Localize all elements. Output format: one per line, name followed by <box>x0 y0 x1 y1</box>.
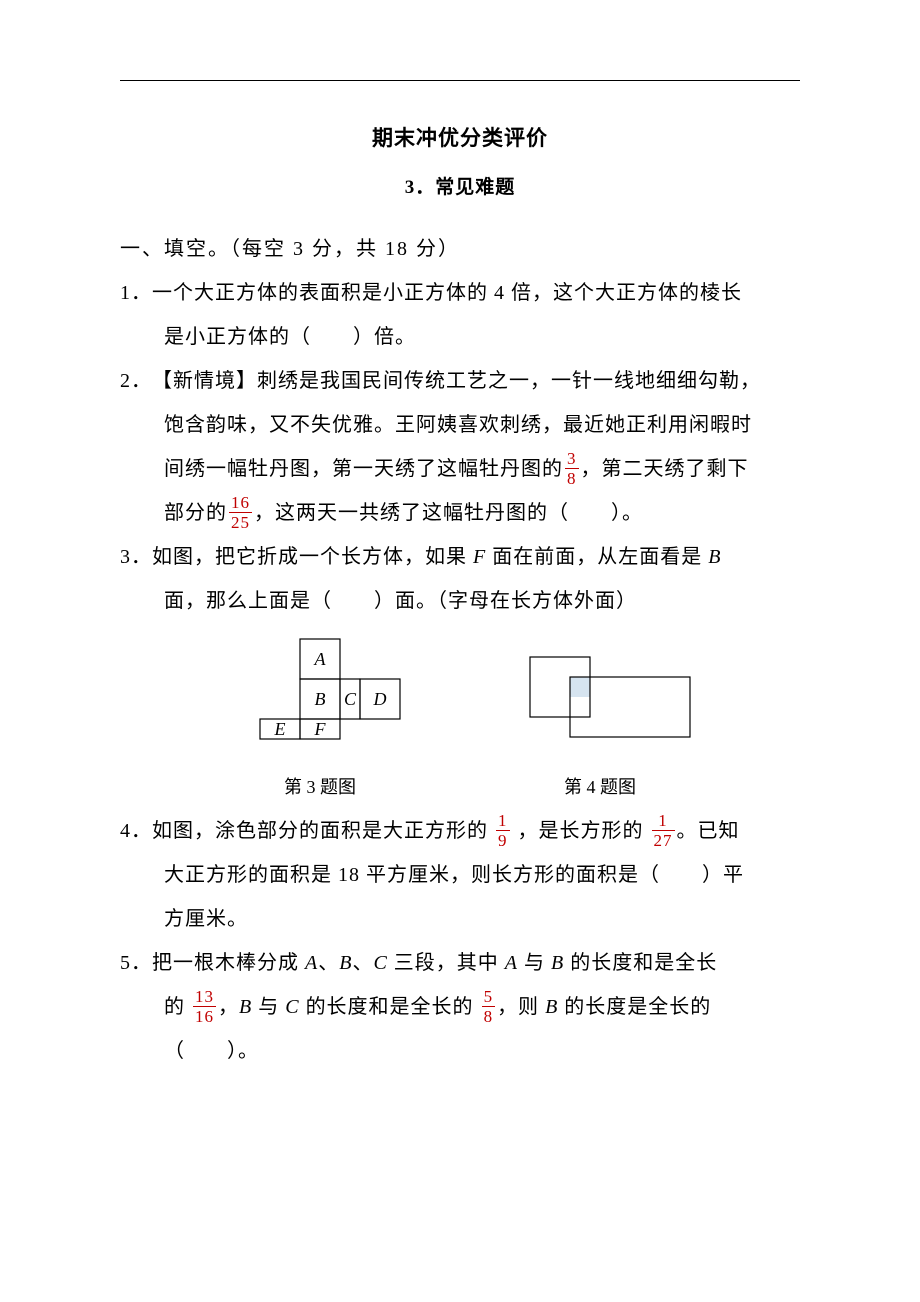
q5-line2-pre: 的 <box>164 996 191 1018</box>
q2-line3-pre: 间绣一幅牡丹图，第一天绣了这幅牡丹图的 <box>164 458 563 480</box>
q2-line4-pre: 部分的 <box>164 502 227 524</box>
q5-number: 5． <box>120 941 152 985</box>
question-3: 3．如图，把它折成一个长方体，如果 F 面在前面，从左面看是 B 面，那么上面是… <box>120 535 800 623</box>
q2-line4-post: ，这两天一共绣了这幅牡丹图的（ ）。 <box>254 502 643 524</box>
fraction-5-8: 58 <box>482 988 496 1025</box>
frac-den: 8 <box>482 1007 496 1025</box>
q3-line2: 面，那么上面是（ ）面。（字母在长方体外面） <box>120 579 800 623</box>
q5-B4: B <box>545 996 558 1018</box>
q5-line2-post: ，则 <box>497 996 545 1018</box>
page: 期末冲优分类评价 3．常见难题 一、填空。（每空 3 分，共 18 分） 1．一… <box>0 0 920 1302</box>
q4-line1-mid: ，是长方形的 <box>512 820 650 842</box>
section-heading: 一、填空。（每空 3 分，共 18 分） <box>120 227 800 271</box>
q2-line3: 间绣一幅牡丹图，第一天绣了这幅牡丹图的38，第二天绣了剩下 <box>120 447 800 491</box>
fraction-3-8: 38 <box>565 450 579 487</box>
figure-4-svg <box>500 637 700 767</box>
figure-3-svg: A B C D E F <box>220 637 420 767</box>
figure-3: A B C D E F 第 3 题图 <box>220 637 420 799</box>
question-5: 5．把一根木棒分成 A、B、C 三段，其中 A 与 B 的长度和是全长 的 13… <box>120 941 800 1073</box>
q2-number: 2． <box>120 359 152 403</box>
q4-line1-pre: 如图，涂色部分的面积是大正方形的 <box>152 820 494 842</box>
net-label-A: A <box>314 649 327 669</box>
q5-line1-post: 的长度和是全长 <box>564 952 717 974</box>
q5-line2-mid2: 与 <box>252 996 285 1018</box>
q4-line3: 方厘米。 <box>120 897 800 941</box>
question-1: 1．一个大正方体的表面积是小正方体的 4 倍，这个大正方体的棱长 是小正方体的（… <box>120 271 800 359</box>
q5-A2: A <box>505 952 518 974</box>
q5-line3: （ ）。 <box>120 1029 800 1073</box>
q2-line3-post: ，第二天绣了剩下 <box>581 458 749 480</box>
fraction-16-25: 1625 <box>229 494 252 531</box>
fraction-1-9: 19 <box>496 812 510 849</box>
q3-line1-pre: 如图，把它折成一个长方体，如果 <box>152 546 473 568</box>
q2-line1: 【新情境】刺绣是我国民间传统工艺之一，一针一线地细细勾勒， <box>152 370 761 392</box>
fraction-1-27: 127 <box>652 812 675 849</box>
q4-line1-post: 。已知 <box>677 820 740 842</box>
net-label-C: C <box>344 689 357 709</box>
q5-line2-mid3: 的长度和是全长的 <box>300 996 480 1018</box>
q3-B: B <box>708 546 721 568</box>
q5-C2: C <box>285 996 299 1018</box>
frac-num: 3 <box>565 450 579 469</box>
page-title: 期末冲优分类评价 <box>120 122 800 152</box>
q1-line2: 是小正方体的（ ）倍。 <box>120 315 800 359</box>
q5-line2-mid1: ， <box>218 996 239 1018</box>
frac-num: 1 <box>652 812 675 831</box>
q5-sep2: 、 <box>352 952 373 974</box>
q5-line1-mid3: 三段，其中 <box>388 952 505 974</box>
frac-den: 8 <box>565 469 579 487</box>
q5-B2: B <box>551 952 564 974</box>
page-subtitle: 3．常见难题 <box>120 172 800 199</box>
q5-C: C <box>373 952 387 974</box>
figures-row: A B C D E F 第 3 题图 <box>120 637 800 799</box>
figure-4-caption: 第 4 题图 <box>500 773 700 799</box>
q2-line2: 饱含韵味，又不失优雅。王阿姨喜欢刺绣，最近她正利用闲暇时 <box>120 403 800 447</box>
q5-B: B <box>339 952 352 974</box>
q3-F: F <box>473 546 486 568</box>
q4-line2: 大正方形的面积是 18 平方厘米，则长方形的面积是（ ）平 <box>120 853 800 897</box>
q4-number: 4． <box>120 809 152 853</box>
frac-den: 25 <box>229 513 252 531</box>
header-rule <box>120 80 800 81</box>
frac-den: 27 <box>652 831 675 849</box>
q5-B3: B <box>239 996 252 1018</box>
net-label-D: D <box>373 689 387 709</box>
figure-3-caption: 第 3 题图 <box>220 773 420 799</box>
figure-4: 第 4 题图 <box>500 637 700 799</box>
q2-line4: 部分的1625，这两天一共绣了这幅牡丹图的（ ）。 <box>120 491 800 535</box>
net-label-B: B <box>315 689 326 709</box>
frac-num: 1 <box>496 812 510 831</box>
shaded-region <box>570 677 590 697</box>
q3-line1-mid: 面在前面，从左面看是 <box>486 546 708 568</box>
q5-line1-pre: 把一根木棒分成 <box>152 952 305 974</box>
q5-A: A <box>305 952 318 974</box>
frac-num: 13 <box>193 988 216 1007</box>
q5-sep1: 、 <box>318 952 339 974</box>
q5-line2-end: 的长度是全长的 <box>558 996 711 1018</box>
q1-number: 1． <box>120 271 152 315</box>
frac-num: 16 <box>229 494 252 513</box>
q3-number: 3． <box>120 535 152 579</box>
q5-line2: 的 1316，B 与 C 的长度和是全长的 58，则 B 的长度是全长的 <box>120 985 800 1029</box>
question-4: 4．如图，涂色部分的面积是大正方形的 19 ，是长方形的 127。已知 大正方形… <box>120 809 800 941</box>
net-label-E: E <box>274 719 286 739</box>
question-2: 2．【新情境】刺绣是我国民间传统工艺之一，一针一线地细细勾勒， 饱含韵味，又不失… <box>120 359 800 535</box>
fraction-13-16: 1316 <box>193 988 216 1025</box>
frac-num: 5 <box>482 988 496 1007</box>
q1-line1: 一个大正方体的表面积是小正方体的 4 倍，这个大正方体的棱长 <box>152 282 742 304</box>
frac-den: 16 <box>193 1007 216 1025</box>
net-label-F: F <box>314 719 327 739</box>
q5-line1-mid4: 与 <box>518 952 551 974</box>
frac-den: 9 <box>496 831 510 849</box>
